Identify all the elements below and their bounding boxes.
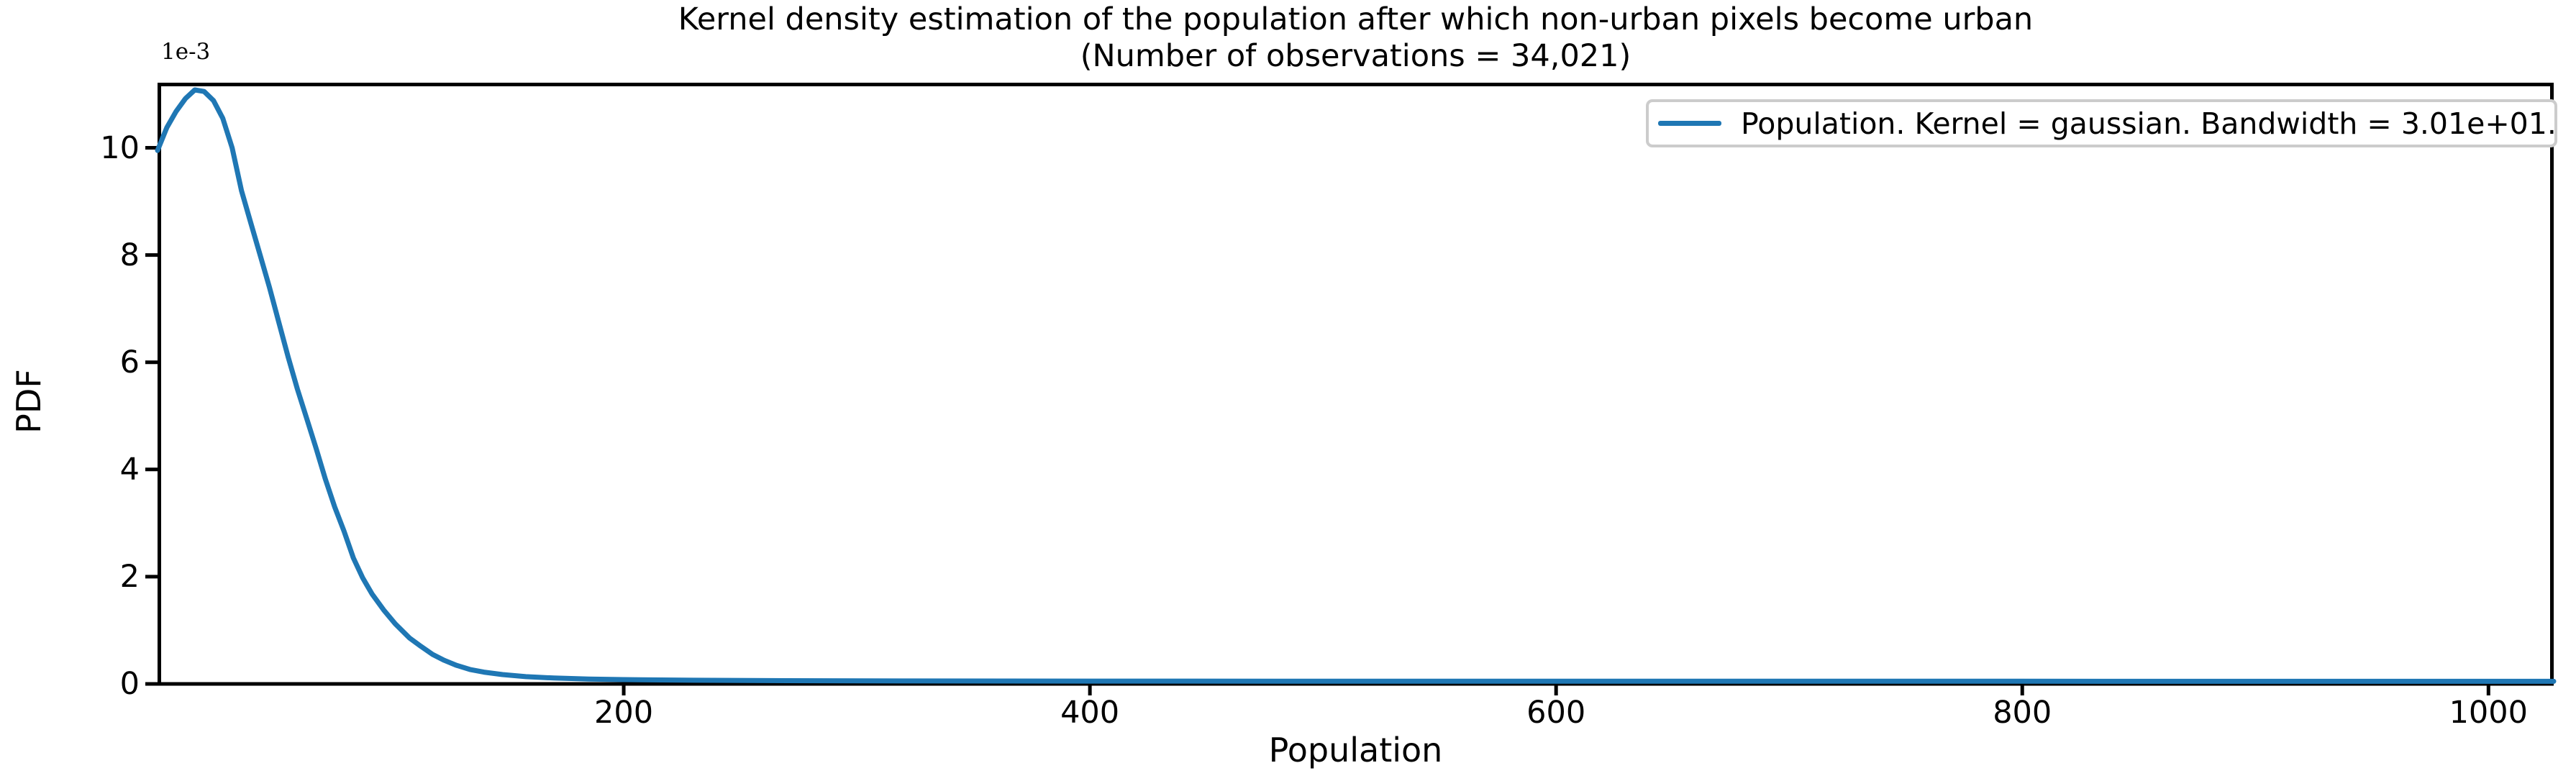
chart-title-line1: Kernel density estimation of the populat… xyxy=(678,1,2034,37)
x-axis-label: Population xyxy=(1268,731,1443,769)
x-tick-label: 1000 xyxy=(2449,695,2529,731)
y-tick-label: 4 xyxy=(119,451,140,488)
chart-title: Kernel density estimation of the populat… xyxy=(158,1,2554,75)
legend: Population. Kernel = gaussian. Bandwidth… xyxy=(1646,99,2557,147)
x-tick-label: 800 xyxy=(1993,695,2052,731)
x-tick-label: 400 xyxy=(1060,695,1120,731)
y-tick-label: 6 xyxy=(119,344,140,380)
legend-label: Population. Kernel = gaussian. Bandwidth… xyxy=(1741,106,2557,141)
x-tick-label: 200 xyxy=(594,695,654,731)
y-tick-label: 2 xyxy=(119,558,140,595)
kde-density-curve xyxy=(155,87,2557,684)
y-tick-label: 8 xyxy=(119,237,140,273)
legend-line-swatch xyxy=(1658,121,1721,126)
axis-ticks xyxy=(145,146,2490,695)
chart-title-line2: (Number of observations = 34,021) xyxy=(1080,38,1631,74)
y-tick-label: 10 xyxy=(100,129,140,166)
axes-frame xyxy=(158,83,2554,686)
y-tick-label: 0 xyxy=(119,666,140,702)
x-tick-label: 600 xyxy=(1526,695,1586,731)
y-axis-label: PDF xyxy=(9,369,48,434)
y-axis-offset-label: 1e-3 xyxy=(161,39,211,65)
